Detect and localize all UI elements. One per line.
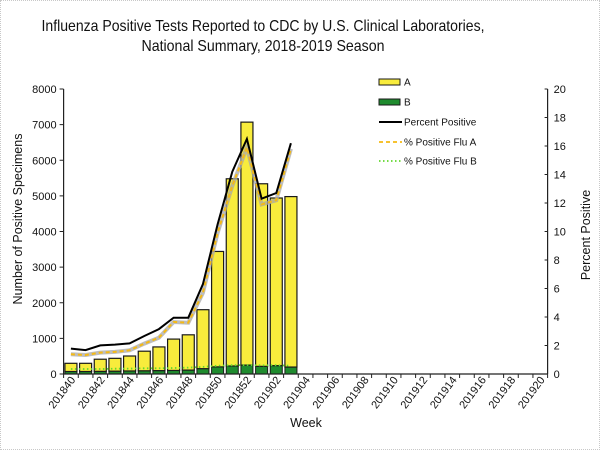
x-tick-label: 201910 [369,375,401,412]
x-tick-label: 201846 [135,375,167,412]
y2-tick-label: 10 [554,227,566,239]
bar-a-201901 [254,183,269,367]
bar-b-201850 [211,366,225,375]
x-tick-label: 201912 [399,375,431,412]
bar-a-201902 [269,197,283,367]
legend-label: % Positive Flu B [404,157,477,168]
y-tick-label: 1000 [32,333,56,345]
bar-b-201902 [269,365,283,375]
x-tick-label: 201914 [428,375,460,412]
legend-label: % Positive Flu A [404,138,477,149]
y2-tick-label: 8 [554,255,560,267]
y2-tick-label: 6 [554,284,560,296]
y2-tick-label: 2 [554,341,560,353]
bar-b-201903 [284,366,298,375]
lines-group [70,135,293,370]
bar-b-201851 [225,365,239,375]
y-tick-label: 3000 [32,262,56,274]
bar-a-201844 [122,355,137,372]
x-tick-label: 201916 [457,375,489,412]
legend: AB Percent Positive % Positive Flu A % Posi… [378,78,477,168]
x-tick-label: 201842 [76,375,108,412]
chart-subtitle: National Summary, 2018-2019 Season [142,38,385,55]
x-tick-label: 201844 [105,375,137,412]
chart-title: Influenza Positive Tests Reported to CDC… [42,18,485,35]
bar-a-201849 [196,309,210,370]
y-tick-label: 8000 [32,84,56,96]
legend-label: A [404,78,411,89]
y2-tick-label: 0 [554,369,560,381]
x-tick-label: 201906 [311,375,343,412]
bar-a-201840 [64,362,78,373]
bar-b-201901 [255,365,269,375]
legend-label: Percent Positive [404,118,477,129]
bars-group [64,121,298,375]
y2-tick-label: 14 [554,170,566,182]
y2-tick-label: 20 [554,84,566,96]
x-tick-label: 201904 [281,375,313,412]
bar-a-201841 [78,362,93,373]
y2-tick-label: 4 [554,312,560,324]
x-tick-label: 201908 [340,375,372,412]
y2-tick-label: 16 [554,141,566,153]
x-tick-label: 201848 [164,375,196,412]
x-tick-label: 201902 [252,375,284,412]
bar-a-201847 [166,338,181,372]
bar-a-201845 [137,350,151,372]
y-tick-label: 2000 [32,298,56,310]
y-tick-label: 7000 [32,120,56,132]
x-tick-label: 201920 [516,375,548,412]
x-tick-label: 201918 [487,375,519,412]
legend-swatch-a [378,78,401,86]
y-tick-label: 4000 [32,227,56,239]
x-tick-label: 201852 [223,375,255,412]
bar-a-201851 [225,178,239,367]
y-tick-label: 0 [50,369,56,381]
bar-a-201846 [152,346,166,372]
bar-b-201849 [196,368,210,375]
y-tick-label: 6000 [32,155,56,167]
bar-a-201848 [181,334,195,371]
x-tick-label: 201850 [193,375,225,412]
legend-label: B [404,98,411,109]
y2-axis-title: Percent Positive [579,190,593,280]
y2-tick-label: 12 [554,198,566,210]
y-axis-title: Number of Positive Specimens [11,134,25,305]
bar-b-201852 [240,364,254,375]
bar-a-201903 [284,195,298,368]
y2-tick-label: 18 [554,113,566,125]
line-percent-positive-flu-b [70,364,291,370]
x-axis-title: Week [290,416,322,430]
y-tick-label: 5000 [32,191,56,203]
legend-swatch-b [378,98,401,106]
line-percent-positive [70,135,292,352]
line-percent-positive-flu-a [70,144,292,357]
bar-a-201850 [210,250,225,368]
